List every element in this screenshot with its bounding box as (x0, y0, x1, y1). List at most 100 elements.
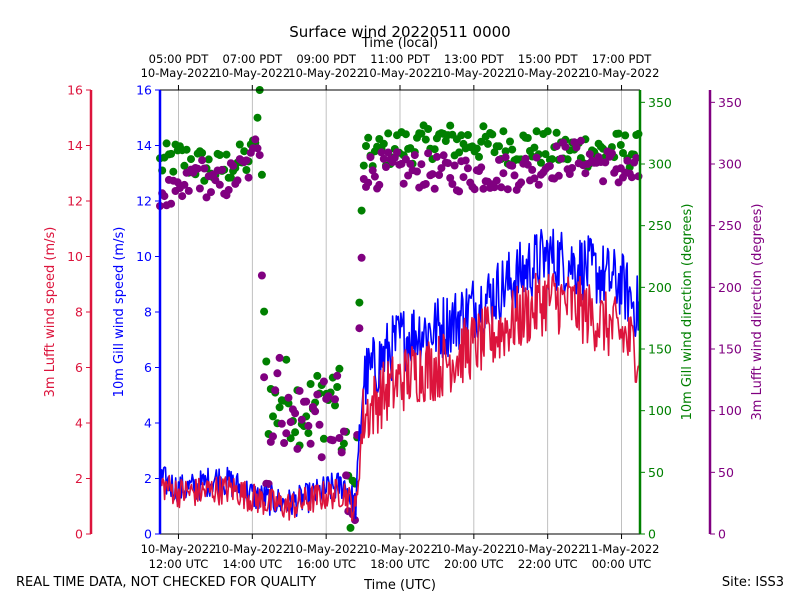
data-point (264, 480, 273, 488)
data-point (421, 135, 430, 144)
top-tick-label: 10-May-2022 (584, 66, 660, 80)
lufft-speed-axis-tick-label: 16 (67, 83, 83, 98)
data-point (532, 153, 541, 162)
data-point (585, 150, 594, 159)
data-point (262, 357, 271, 366)
data-point (273, 369, 282, 378)
data-point (282, 355, 291, 364)
data-point (293, 444, 302, 453)
data-point (557, 154, 565, 163)
data-point (523, 160, 532, 169)
gill-speed-axis-tick-label: 12 (136, 194, 152, 209)
top-tick-label: 10-May-2022 (214, 66, 290, 80)
data-point (286, 418, 295, 427)
data-point (357, 206, 366, 215)
lufft-speed-axis-label: 3m Lufft wind speed (m/s) (43, 227, 58, 398)
bottom-tick-label: 10-May-2022 (436, 542, 512, 556)
data-point (346, 523, 355, 532)
data-point (244, 173, 253, 182)
lufft-direction-axis: 0 50 100 150 200 250 300 350 3m Lufft wind direc… (708, 90, 765, 542)
data-point (506, 137, 514, 146)
lufft-speed-axis-tick-label: 6 (75, 360, 83, 375)
data-point (492, 176, 501, 185)
data-point (623, 156, 632, 165)
data-point (552, 128, 561, 137)
data-point (619, 149, 627, 157)
data-point (601, 158, 610, 167)
data-point (417, 160, 426, 169)
data-point (198, 149, 207, 157)
data-point (455, 187, 464, 196)
data-point (413, 167, 421, 176)
data-point (313, 390, 322, 399)
data-point (461, 156, 470, 165)
data-point (304, 429, 313, 438)
bottom-tick-label: 22:00 UTC (518, 557, 578, 571)
data-point (548, 155, 557, 164)
data-point (317, 453, 326, 462)
data-point (226, 173, 235, 182)
gill-speed-axis-tick-label: 4 (144, 416, 152, 431)
data-point (222, 150, 231, 159)
data-point (182, 145, 191, 154)
gill-direction-axis-tick-label: 50 (648, 465, 664, 480)
data-point (439, 151, 448, 160)
data-point (634, 129, 643, 138)
top-tick-label: 10-May-2022 (141, 66, 217, 80)
data-point (417, 129, 426, 138)
data-point (275, 403, 284, 412)
data-point (328, 436, 337, 445)
data-point (224, 186, 233, 194)
lufft-speed-axis: 0 2 4 6 8 10 12 14 16 3m Lufft wind speed (m/s) (43, 83, 93, 542)
data-point (463, 164, 472, 173)
data-point (497, 183, 506, 192)
data-point (291, 428, 300, 437)
data-point (477, 163, 486, 172)
lufft-direction-axis-tick-label: 150 (718, 342, 742, 357)
data-point (530, 174, 539, 183)
data-point (311, 407, 320, 416)
bottom-tick-label: 12:00 UTC (149, 557, 209, 571)
data-point (198, 156, 207, 165)
site-label: Site: ISS3 (721, 575, 784, 590)
data-point (393, 148, 401, 157)
data-point (510, 171, 519, 180)
data-point (444, 159, 452, 168)
data-point (306, 439, 315, 448)
data-point (503, 185, 512, 194)
data-point (357, 253, 366, 262)
gill-direction-axis-tick-label: 300 (648, 157, 672, 172)
data-point (204, 155, 213, 164)
data-point (384, 148, 393, 157)
data-point (382, 163, 390, 171)
data-point (428, 170, 437, 179)
data-point (162, 139, 171, 148)
data-point (362, 142, 370, 150)
quality-note: REAL TIME DATA, NOT CHECKED FOR QUALITY (16, 575, 317, 590)
data-point (364, 178, 373, 187)
data-point (271, 386, 280, 395)
bottom-tick-label: 10-May-2022 (288, 542, 364, 556)
gill-speed-axis-tick-label: 2 (144, 471, 152, 486)
3m-lufft-wind-direction-points (156, 135, 643, 525)
data-point (543, 127, 552, 136)
lufft-direction-axis-tick-label: 0 (718, 527, 726, 542)
data-point (277, 419, 286, 428)
top-tick-label: 09:00 PDT (296, 52, 357, 66)
gill-speed-axis-label: 10m Gill wind speed (m/s) (112, 227, 127, 398)
data-point (167, 149, 176, 158)
data-point (545, 162, 554, 170)
data-point (435, 171, 444, 179)
data-point (537, 158, 545, 167)
data-point (355, 298, 364, 307)
data-point (599, 177, 608, 186)
data-point (379, 139, 388, 148)
data-point (424, 149, 433, 158)
data-point (260, 307, 269, 316)
bottom-tick-label: 11-May-2022 (584, 542, 660, 556)
data-point (410, 151, 419, 160)
data-point (446, 121, 455, 130)
gill-speed-axis-tick-label: 16 (136, 83, 152, 98)
